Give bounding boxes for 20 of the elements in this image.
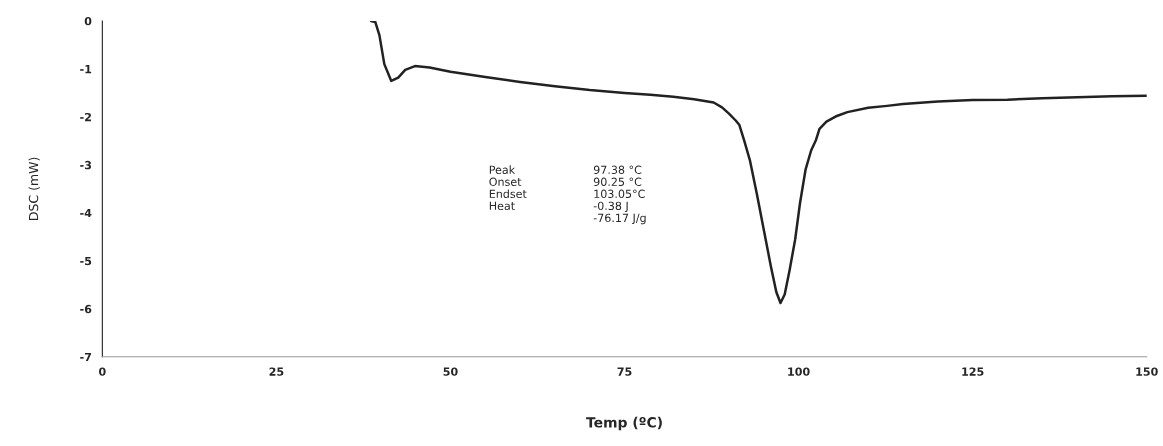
y-tick-label: -1 bbox=[80, 65, 92, 74]
annotation: 97.38 °C 90.25 °C 103.05°C -0.38 J -76.17 J/g bbox=[593, 165, 646, 225]
y-tick-label: -5 bbox=[80, 256, 92, 266]
x-tick-label: 50 bbox=[443, 367, 458, 376]
x-tick-label: 25 bbox=[269, 367, 284, 376]
x-axis-title: Temp (ºC) bbox=[586, 416, 662, 431]
x-tick-label: 0 bbox=[99, 367, 106, 376]
y-tick-label: -4 bbox=[80, 208, 92, 218]
y-tick-label: -3 bbox=[80, 160, 92, 170]
x-tick-label: 150 bbox=[1136, 367, 1158, 376]
line-series bbox=[369, 20, 1147, 305]
x-tick-label: 75 bbox=[617, 367, 632, 376]
y-tick-label: 0 bbox=[84, 16, 92, 26]
x-tick-label: 100 bbox=[788, 367, 810, 376]
y-tick-label: -7 bbox=[80, 352, 92, 362]
y-axis-title: DSC (mW) bbox=[28, 157, 40, 220]
x-tick-label: 125 bbox=[962, 367, 984, 376]
y-tick-label: -2 bbox=[80, 112, 91, 122]
y-tick-label: -6 bbox=[80, 304, 92, 314]
annotation: Peak Onset Endset Heat bbox=[489, 165, 527, 211]
